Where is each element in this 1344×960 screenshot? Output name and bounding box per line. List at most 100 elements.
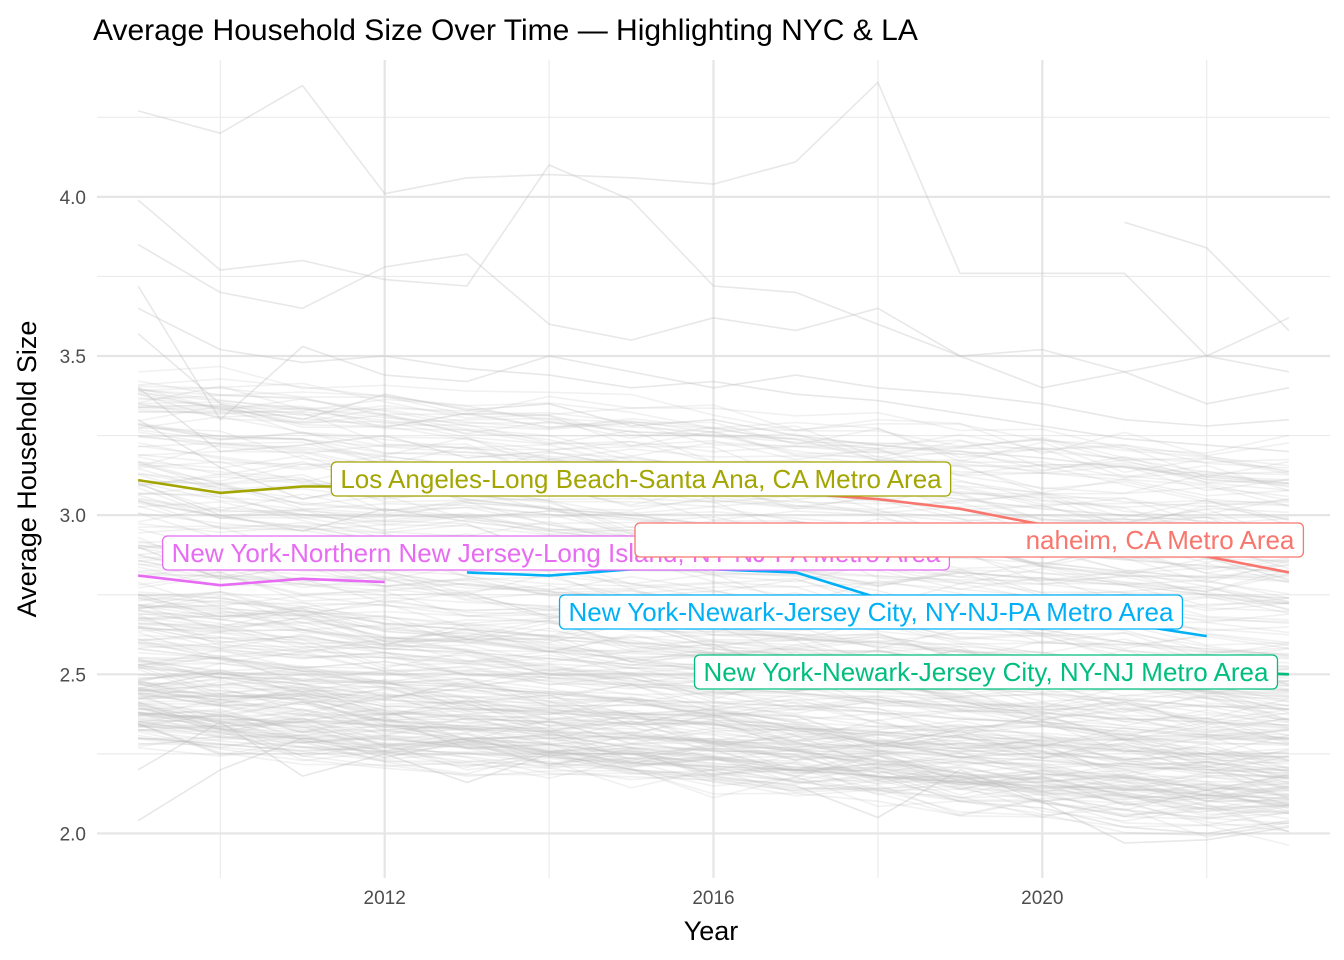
background-series-line xyxy=(137,660,1289,747)
y-axis-ticks: 2.0 2.5 3.0 3.5 4.0 xyxy=(60,188,86,846)
series-label: New York-Newark-Jersey City, NY-NJ-PA Me… xyxy=(558,594,1184,630)
background-series-line xyxy=(137,712,1289,791)
background-series-line xyxy=(138,745,1290,826)
background-series-line xyxy=(137,658,1290,784)
background-series-line xyxy=(138,365,1289,467)
background-series-line xyxy=(138,715,1289,808)
background-series-line xyxy=(138,403,1290,475)
background-series-line xyxy=(138,688,1290,743)
background-series-line xyxy=(138,676,1290,769)
series-label: New York-Newark-Jersey City, NY-NJ Metro… xyxy=(693,654,1279,690)
background-series-line xyxy=(137,712,1289,807)
background-series-line xyxy=(137,682,1289,778)
background-series-line xyxy=(137,701,1289,777)
background-series-line xyxy=(138,717,1289,825)
background-series-line xyxy=(138,678,1289,790)
background-series-line xyxy=(137,737,1290,835)
background-series-line xyxy=(138,642,1290,722)
background-series-line xyxy=(138,711,1289,774)
background-series-line xyxy=(137,722,1290,846)
background-series-line xyxy=(137,721,1290,844)
background-series-line xyxy=(137,566,1289,669)
series-labels: Los Angeles-Long Beach-Santa Ana, CA Met… xyxy=(161,461,1305,690)
background-series-line xyxy=(138,694,1290,792)
background-series-line xyxy=(138,685,1289,738)
background-series-line xyxy=(137,467,1289,575)
series-label: naheim, CA Metro Area xyxy=(634,522,1305,558)
background-series-line xyxy=(138,687,1289,761)
background-series-line xyxy=(137,698,1290,770)
background-series-line xyxy=(138,711,1290,833)
background-series-line xyxy=(137,663,1290,755)
background-series-line xyxy=(138,741,1289,818)
background-series-line xyxy=(138,460,1290,534)
x-tick-label: 2020 xyxy=(1021,888,1063,909)
x-tick-label: 2016 xyxy=(692,888,734,909)
background-series-line xyxy=(137,631,1290,762)
grid xyxy=(97,60,1330,878)
background-series-line xyxy=(137,380,1289,481)
background-series-line xyxy=(137,390,1289,464)
background-series-line xyxy=(138,689,1289,784)
background-series-line xyxy=(137,707,1289,801)
series-label-text: Los Angeles-Long Beach-Santa Ana, CA Met… xyxy=(340,464,942,494)
background-series-line xyxy=(138,411,1289,506)
background-series-line xyxy=(137,285,1289,427)
background-series-line xyxy=(137,677,1289,771)
y-tick-label: 2.5 xyxy=(60,665,86,686)
background-series-line xyxy=(137,668,1289,741)
background-series-line xyxy=(138,394,1289,475)
background-series-line xyxy=(138,718,1289,828)
background-series-line xyxy=(138,673,1290,741)
background-series-line xyxy=(138,681,1289,779)
background-series-line xyxy=(137,730,1290,810)
background-series-line xyxy=(138,401,1289,476)
background-series-line xyxy=(138,701,1290,774)
background-series-line xyxy=(138,713,1290,791)
background-series-line xyxy=(137,701,1290,798)
background-series-line xyxy=(138,714,1290,818)
background-series-line xyxy=(137,679,1290,781)
background-series-line xyxy=(137,696,1289,792)
background-series-line xyxy=(138,634,1289,737)
background-series-line xyxy=(137,683,1289,765)
background-series-line xyxy=(138,708,1290,789)
background-series-line xyxy=(138,385,1290,457)
background-series-line xyxy=(137,393,1289,487)
series-label-text: New York-Newark-Jersey City, NY-NJ Metro… xyxy=(704,657,1269,687)
background-series-line xyxy=(137,671,1289,731)
y-tick-label: 4.0 xyxy=(60,188,86,209)
background-series-line xyxy=(138,671,1290,778)
background-series-line xyxy=(137,243,1290,405)
background-series-line xyxy=(138,737,1289,791)
background-series-line xyxy=(138,725,1290,838)
background-series-line xyxy=(138,737,1289,800)
x-axis-title: Year xyxy=(684,916,739,946)
background-series-line xyxy=(138,692,1290,789)
background-series-line xyxy=(138,651,1289,729)
chart-title: Average Household Size Over Time — Highl… xyxy=(93,14,918,47)
background-series-line xyxy=(137,723,1290,820)
background-series-line xyxy=(137,680,1290,797)
background-series-line xyxy=(138,683,1290,798)
background-series-line xyxy=(137,735,1289,803)
background-series-line xyxy=(138,406,1289,484)
background-series-line xyxy=(138,670,1290,746)
background-series-line xyxy=(138,694,1289,763)
background-series-line xyxy=(138,680,1289,762)
series-label-text: New York-Newark-Jersey City, NY-NJ-PA Me… xyxy=(569,597,1174,627)
background-series-line xyxy=(138,693,1289,764)
background-series-line xyxy=(138,726,1289,816)
background-series-line xyxy=(137,671,1290,768)
background-series-line xyxy=(138,724,1290,791)
series-line xyxy=(137,574,385,587)
background-series-line xyxy=(137,692,1290,802)
background-series-line xyxy=(137,704,1289,795)
background-series-line xyxy=(138,662,1290,720)
background-series-line xyxy=(138,714,1290,795)
background-series-line xyxy=(138,378,1289,469)
y-tick-label: 3.5 xyxy=(60,347,86,368)
x-tick-label: 2012 xyxy=(364,888,406,909)
